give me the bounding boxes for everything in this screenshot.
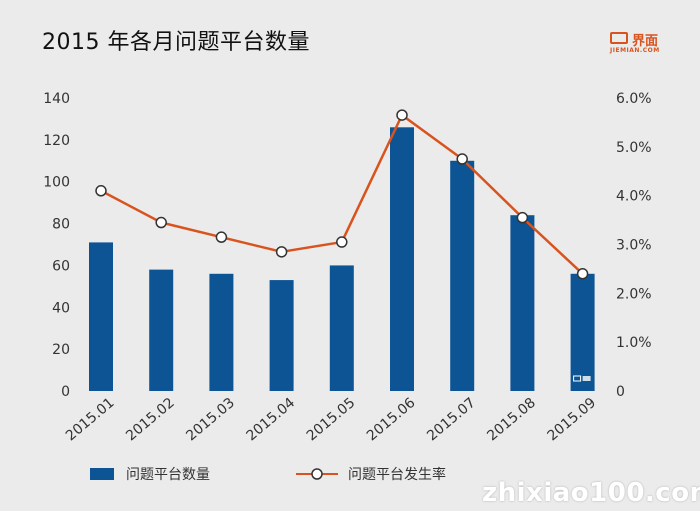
y-right-tick-label: 1.0%	[616, 335, 652, 351]
x-tick-label: 2015.04	[244, 395, 299, 445]
bar-2015.02	[149, 269, 174, 391]
line-point-2015.03	[215, 231, 228, 243]
line-series-rate	[100, 113, 584, 275]
logo-mark-icon	[610, 32, 628, 44]
legend-label-bar: 问题平台数量	[126, 467, 210, 483]
bar-2015.01	[89, 242, 113, 391]
jiemian-logo: 界面 JIEMIAN.COM	[610, 32, 672, 56]
bar-2015.06	[390, 127, 414, 392]
logo-text-en: JIEMIAN.COM	[610, 47, 660, 54]
watermark: zhixiao100.com	[482, 478, 700, 508]
bar-2015.07	[450, 160, 475, 391]
bar-2015.03	[209, 273, 234, 391]
chart-title: 2015 年各月问题平台数量	[42, 30, 310, 55]
logo-text-cn: 界面	[632, 34, 659, 49]
line-point-2015.08	[516, 211, 529, 224]
line-point-2015.01	[95, 185, 107, 197]
legend-label-rate: 问题平台发生率	[348, 466, 446, 483]
line-point-2015.06	[396, 109, 408, 121]
y-right-tick-label: 2.0%	[616, 286, 652, 302]
bar-logo-text-icon	[582, 376, 591, 381]
y-left-tick-label: 100	[43, 175, 70, 191]
y-left-tick-label: 20	[52, 342, 70, 358]
x-tick-label: 2015.09	[545, 395, 600, 444]
line-point-2015.04	[275, 246, 288, 258]
legend-swatch-bar	[90, 468, 114, 480]
x-tick-label: 2015.06	[364, 395, 419, 445]
bar-2015.09	[570, 273, 595, 391]
legend-marker-rate	[311, 468, 323, 480]
bar-2015.04	[269, 280, 294, 391]
y-left-tick-label: 140	[43, 91, 70, 107]
y-left-tick-label: 40	[52, 300, 70, 316]
line-point-2015.02	[155, 216, 167, 229]
y-right-tick-label: 6.0%	[616, 91, 652, 107]
x-tick-label: 2015.03	[183, 395, 238, 444]
y-left-tick-label: 0	[61, 384, 70, 400]
line-point-2015.05	[336, 236, 348, 248]
bar-2015.08	[510, 215, 535, 391]
x-tick-label: 2015.02	[123, 395, 178, 444]
bar-2015.05	[329, 265, 354, 391]
y-right-tick-label: 4.0%	[616, 189, 652, 205]
y-right-tick-label: 5.0%	[616, 140, 652, 156]
bar-logo-mark-icon	[573, 375, 582, 382]
y-right-tick-label: 0	[616, 384, 625, 400]
y-left-tick-label: 80	[52, 217, 70, 233]
y-left-tick-label: 120	[43, 133, 70, 149]
line-point-2015.09	[576, 268, 589, 280]
x-tick-label: 2015.05	[304, 395, 359, 444]
y-right-tick-label: 3.0%	[616, 238, 652, 254]
x-tick-label: 2015.01	[63, 395, 118, 444]
x-tick-label: 2015.08	[484, 395, 539, 444]
line-point-2015.07	[456, 153, 468, 165]
y-left-tick-label: 60	[52, 258, 70, 274]
x-tick-label: 2015.07	[424, 395, 479, 444]
